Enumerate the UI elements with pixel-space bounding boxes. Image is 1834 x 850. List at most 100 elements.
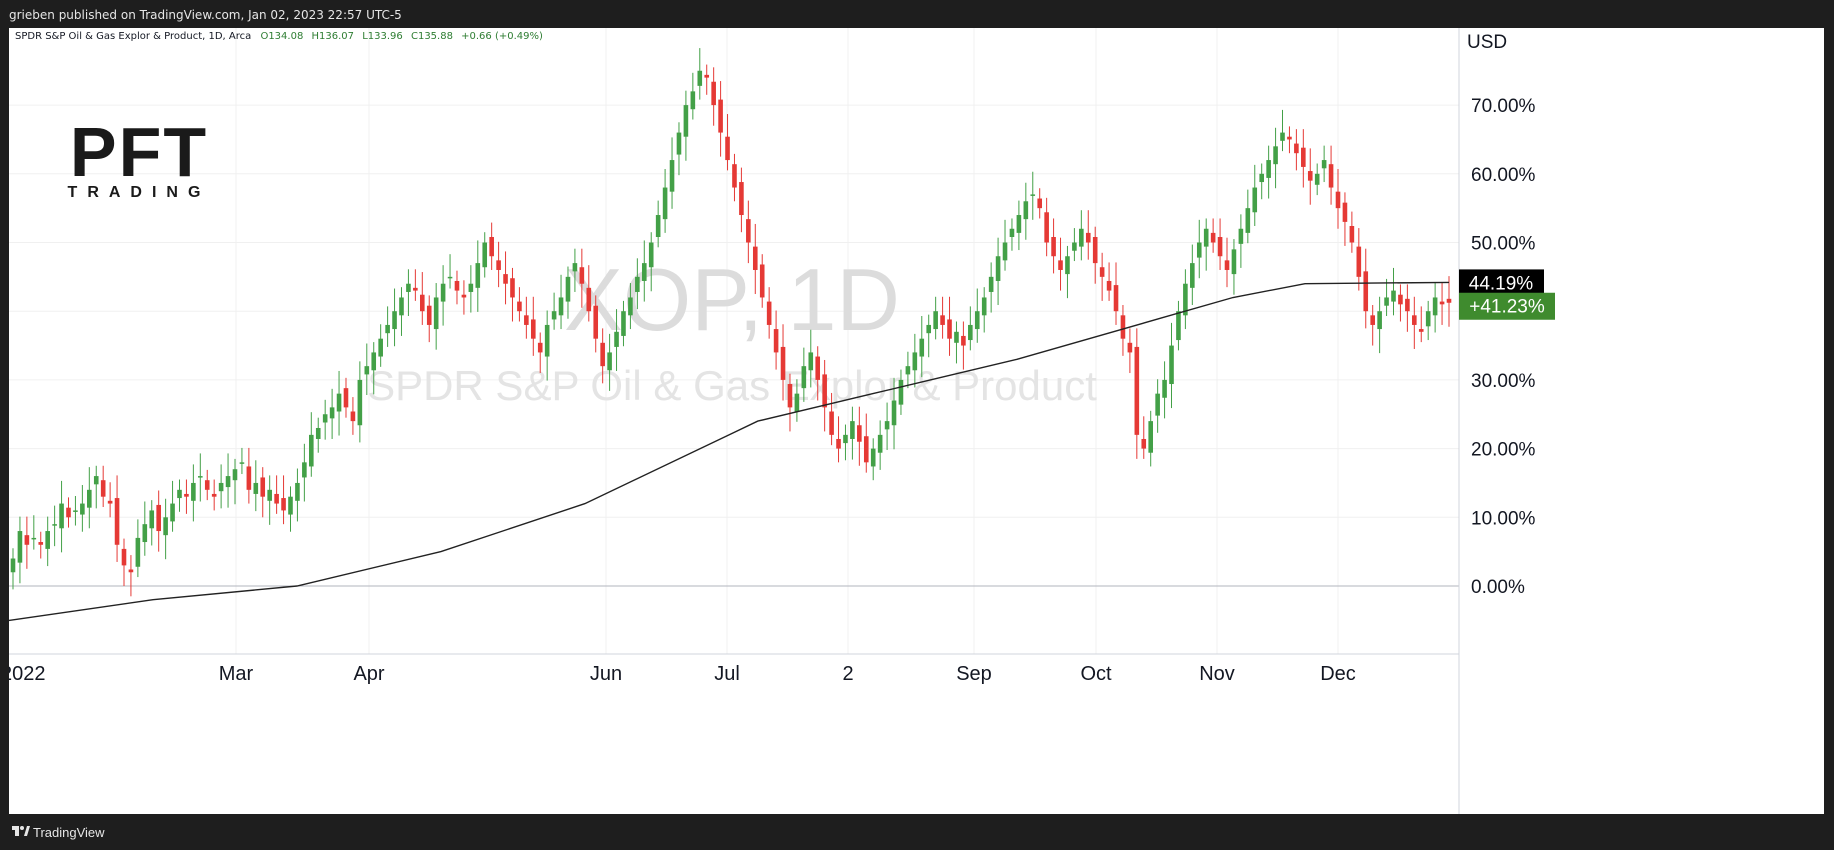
candle-body [808,352,814,371]
candle-body [1398,294,1403,305]
candle-body [433,297,439,330]
candle-body [773,329,779,353]
candle [1079,210,1084,261]
candle [1432,283,1438,333]
candle [1314,163,1320,196]
candle [579,248,585,308]
candle-body [149,510,155,529]
candle [1085,210,1091,260]
candle-body [572,263,578,272]
pft-logo-main: PFT [70,113,208,191]
candle-body [1134,346,1140,435]
candle-body [482,242,488,268]
candle [1273,127,1278,189]
candle-body [135,537,141,567]
candle-body [641,263,647,281]
candle [1439,283,1445,325]
candle-body [1037,198,1043,209]
candle-body [329,407,335,419]
candle-body [378,338,383,357]
candle-body [940,315,945,325]
candle [1051,218,1056,274]
candle-body [93,476,99,485]
candle [1370,305,1375,346]
legend-symbol: SPDR S&P Oil & Gas Explor & Product, 1D,… [15,31,251,42]
last-price-label: +41.23% [1459,292,1555,320]
candle-body [600,342,605,367]
candle-body [981,297,987,316]
price-chart[interactable]: XOP, 1D SPDR S&P Oil & Gas Explor & Prod… [9,28,1824,814]
candle [628,283,633,330]
candle [198,453,203,502]
candle-body [1294,143,1299,154]
tradingview-brand: TradingView [33,825,105,840]
candle [267,475,272,525]
candle-body [794,393,800,412]
candle [1398,284,1403,322]
candle [968,306,973,351]
candle-body [947,319,952,339]
candle-body [850,421,855,439]
candle [773,310,779,370]
pft-logo: PFT TRADING [68,113,208,201]
candle-body [891,400,897,426]
candle [857,406,862,466]
candle [413,269,418,301]
candle [1446,276,1452,327]
candle [447,254,453,289]
candle [974,288,980,343]
published-text: grieben published on TradingView.com, Ja… [9,8,402,22]
candle [614,309,619,371]
candle-body [288,496,293,515]
candle [1002,219,1008,271]
candle [288,486,293,532]
candle-body [780,346,786,380]
candle [31,515,37,550]
candle [1405,284,1410,332]
candle [336,370,342,436]
candle-body [669,160,675,192]
candle-body [52,524,57,526]
candle [648,232,654,292]
candle [184,479,189,514]
candle [1266,145,1271,199]
candle [586,265,592,322]
candle-body [565,276,571,302]
candle [1183,269,1188,330]
candle [440,265,446,326]
candle [662,168,668,233]
candle-body [648,242,654,268]
candle-body [884,421,890,430]
candle [850,406,855,460]
candle-body [10,558,16,573]
candle-body [857,425,862,442]
candle-body [1051,237,1056,257]
candle-body [24,535,30,545]
candle-body [593,305,599,339]
candle-body [461,294,467,298]
x-tick-label: Dec [1320,663,1356,685]
candle-body [1418,329,1424,332]
candle [308,412,314,477]
candle [1169,322,1174,409]
candle [1418,306,1424,343]
candle [80,485,85,532]
candle-body [704,74,710,78]
candle [38,531,44,559]
candle-body [1072,242,1077,251]
candle [752,223,758,295]
candle-body [1335,191,1341,209]
candle-body [322,414,328,423]
candle-body [232,469,238,481]
candle [218,464,224,509]
x-tick-label: Sep [956,663,992,685]
candle-body [766,301,772,325]
candle [170,480,175,532]
candle [454,270,460,305]
x-tick-label: Mar [219,663,254,685]
candle [93,465,99,509]
candle [406,269,411,317]
candle-body [863,436,869,463]
candle-body [1023,201,1029,220]
candle [66,497,71,528]
